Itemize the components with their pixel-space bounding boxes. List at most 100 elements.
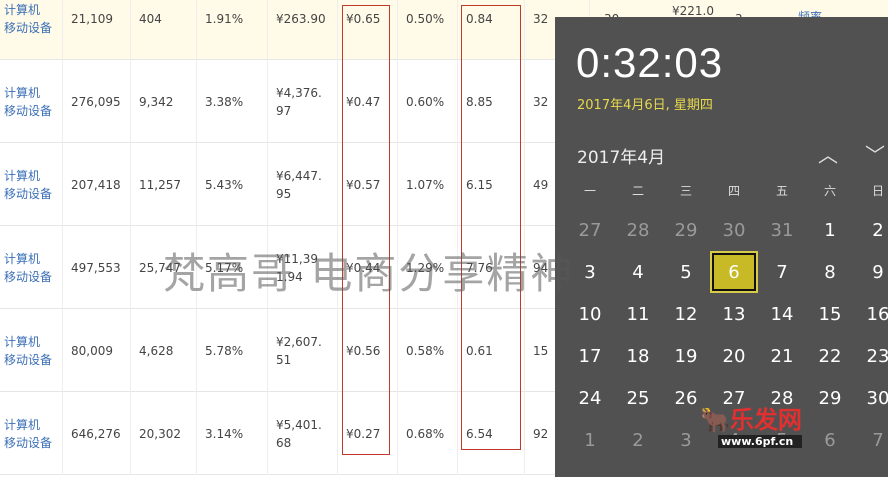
category-link[interactable]: 计算机 移动设备 xyxy=(0,309,63,392)
calendar-day[interactable]: 29 xyxy=(674,219,698,241)
table-cell: 7.76 xyxy=(458,226,525,309)
table-cell: 1.29% xyxy=(398,226,458,309)
table-cell: 3.38% xyxy=(197,60,268,143)
weekday-header: 二 xyxy=(631,184,644,198)
calendar-day[interactable]: 27 xyxy=(578,219,602,241)
calendar-day[interactable]: 14 xyxy=(770,303,794,325)
category-label[interactable]: 计算机 xyxy=(4,168,41,183)
calendar-day[interactable]: 9 xyxy=(872,261,884,283)
calendar-day[interactable]: 4 xyxy=(632,261,644,283)
table-cell: 6.15 xyxy=(458,143,525,226)
calendar-day-today[interactable]: 6 xyxy=(710,251,758,293)
calendar-day[interactable]: 25 xyxy=(626,387,650,409)
table-cell: 8.85 xyxy=(458,60,525,143)
calendar-day[interactable]: 31 xyxy=(770,219,794,241)
calendar-day[interactable]: 3 xyxy=(680,429,692,451)
category-label[interactable]: 移动设备 xyxy=(4,186,53,201)
clock-date[interactable]: 2017年4月6日, 星期四 xyxy=(577,98,713,113)
calendar-day[interactable]: 5 xyxy=(680,261,692,283)
calendar-day[interactable]: 13 xyxy=(722,303,746,325)
table-cell: 5.78% xyxy=(197,309,268,392)
chevron-up-icon[interactable]: ︿ xyxy=(818,143,838,167)
table-cell: 0.84 xyxy=(458,0,525,60)
calendar-day[interactable]: 26 xyxy=(674,387,698,409)
calendar-day[interactable]: 30 xyxy=(722,219,746,241)
category-label[interactable]: 计算机 xyxy=(4,417,41,432)
table-cell: ¥0.57 xyxy=(338,143,398,226)
calendar-day[interactable]: 20 xyxy=(722,345,746,367)
table-cell: ¥11,39 1.94 xyxy=(268,226,338,309)
highlight-box xyxy=(342,5,390,455)
category-label[interactable]: 计算机 xyxy=(4,85,41,100)
category-link[interactable]: 计算机 移动设备 xyxy=(0,143,63,226)
table-cell: 80,009 xyxy=(63,309,131,392)
calendar-day[interactable]: 7 xyxy=(872,429,884,451)
category-link[interactable]: 计算机 移动设备 xyxy=(0,0,63,60)
table-cell: 21,109 xyxy=(63,0,131,60)
table-cell: 20,302 xyxy=(131,392,197,475)
calendar-day[interactable]: 2 xyxy=(632,429,644,451)
clock-calendar-flyout: 0:32:03 2017年4月6日, 星期四 2017年4月 ︿ ﹀ 一 二 三 四 五… xyxy=(555,17,888,477)
chevron-down-icon[interactable]: ﹀ xyxy=(865,143,885,167)
calendar-day[interactable]: 27 xyxy=(722,387,746,409)
calendar-day[interactable]: 1 xyxy=(584,429,596,451)
table-cell: 1.91% xyxy=(197,0,268,60)
calendar-day[interactable]: 16 xyxy=(866,303,888,325)
calendar-day[interactable]: 28 xyxy=(626,219,650,241)
calendar-day[interactable]: 21 xyxy=(770,345,794,367)
calendar-day[interactable]: 11 xyxy=(626,303,650,325)
calendar-day[interactable]: 10 xyxy=(578,303,602,325)
calendar-day[interactable]: 23 xyxy=(866,345,888,367)
table-cell: ¥0.27 xyxy=(338,392,398,475)
category-label[interactable]: 计算机 xyxy=(4,251,41,266)
table-cell: 11,257 xyxy=(131,143,197,226)
table-cell: 404 xyxy=(131,0,197,60)
table-cell: ¥0.47 xyxy=(338,60,398,143)
table-cell: ¥263.90 xyxy=(268,0,338,60)
calendar-day[interactable]: 3 xyxy=(584,261,596,283)
category-label[interactable]: 移动设备 xyxy=(4,435,53,450)
category-label[interactable]: 移动设备 xyxy=(4,269,53,284)
site-logo: 🐂乐发网 www.6pf.cn xyxy=(700,406,802,448)
calendar-day[interactable]: 22 xyxy=(818,345,842,367)
calendar-day[interactable]: 1 xyxy=(824,219,836,241)
calendar-day[interactable]: 24 xyxy=(578,387,602,409)
category-label[interactable]: 计算机 xyxy=(4,2,41,17)
category-link[interactable]: 计算机 移动设备 xyxy=(0,60,63,143)
calendar-day[interactable]: 17 xyxy=(578,345,602,367)
calendar-day[interactable]: 18 xyxy=(626,345,650,367)
calendar-month[interactable]: 2017年4月 xyxy=(577,148,666,168)
calendar-day[interactable]: 2 xyxy=(872,219,884,241)
calendar-day[interactable]: 8 xyxy=(824,261,836,283)
table-cell: ¥2,607. 51 xyxy=(268,309,338,392)
category-link[interactable]: 计算机 移动设备 xyxy=(0,226,63,309)
category-label[interactable]: 计算机 xyxy=(4,334,41,349)
table-cell: 4,628 xyxy=(131,309,197,392)
table-row: 计算机 移动设备 207,418 11,257 5.43% ¥6,447. 95 ¥0.57… xyxy=(0,143,888,226)
table-cell: 0.50% xyxy=(398,0,458,60)
table-cell: ¥0.65 xyxy=(338,0,398,60)
table-cell: 646,276 xyxy=(63,392,131,475)
calendar-day[interactable]: 30 xyxy=(866,387,888,409)
highlight-box xyxy=(461,5,521,450)
table-cell: ¥0.56 xyxy=(338,309,398,392)
calendar-day[interactable]: 12 xyxy=(674,303,698,325)
table-cell: 5.43% xyxy=(197,143,268,226)
calendar-day[interactable]: 29 xyxy=(818,387,842,409)
weekday-header: 一 xyxy=(583,184,596,198)
table-row: 计算机 移动设备 276,095 9,342 3.38% ¥4,376. 97 ¥0.47 0… xyxy=(0,60,888,143)
calendar-day[interactable]: 19 xyxy=(674,345,698,367)
category-link[interactable]: 计算机 移动设备 xyxy=(0,392,63,475)
category-label[interactable]: 移动设备 xyxy=(4,103,53,118)
table-cell: 5.17% xyxy=(197,226,268,309)
table-cell: 25,747 xyxy=(131,226,197,309)
category-label[interactable]: 移动设备 xyxy=(4,20,53,35)
table-cell: 0.68% xyxy=(398,392,458,475)
category-label[interactable]: 移动设备 xyxy=(4,352,53,367)
table-cell: 0.61 xyxy=(458,309,525,392)
table-cell: ¥0.44 xyxy=(338,226,398,309)
calendar-day[interactable]: 28 xyxy=(770,387,794,409)
calendar-day[interactable]: 7 xyxy=(776,261,788,283)
calendar-day[interactable]: 6 xyxy=(824,429,836,451)
calendar-day[interactable]: 15 xyxy=(818,303,842,325)
